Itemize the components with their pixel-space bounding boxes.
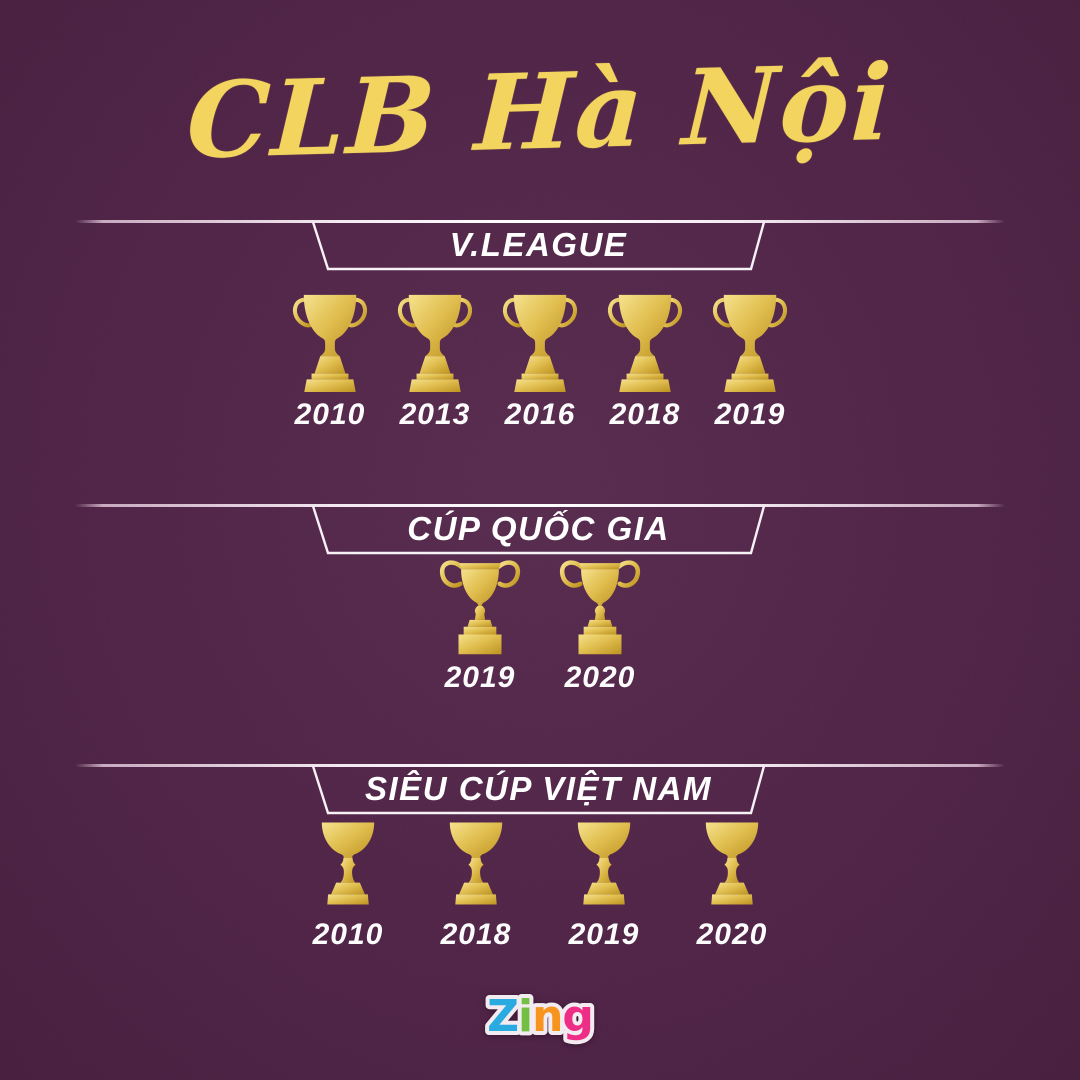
section-banner-outline (311, 765, 766, 815)
goblet-cup-icon (570, 820, 638, 913)
trophy-year-label: 2018 (609, 398, 681, 431)
trophy-item: 2019 (540, 820, 668, 952)
classic-cup-icon (606, 292, 684, 393)
trophy-year-label: 2019 (714, 398, 786, 431)
logo-letter: g (562, 991, 593, 1042)
section-header-cup-quoc-gia: CÚP QUỐC GIA (75, 504, 1005, 556)
goblet-cup-icon (314, 820, 382, 913)
zing-logo: Zing (0, 986, 1080, 1050)
section-title: V.LEAGUE (449, 226, 628, 263)
classic-cup-icon (396, 292, 474, 393)
section-banner-outline (311, 505, 766, 555)
ornate-cup-icon (557, 558, 643, 656)
divider-line (75, 764, 1005, 767)
logo-letter: n (532, 991, 562, 1042)
section-banner-outline (311, 221, 766, 271)
section-title: CÚP QUỐC GIA (407, 510, 670, 547)
divider-line (75, 220, 1005, 223)
classic-cup-icon (501, 292, 579, 393)
trophy-item: 2013 (383, 292, 488, 432)
trophy-year-label: 2010 (312, 918, 384, 951)
trophy-row-vleague: 2010 2013 2016 2018 2019 (0, 292, 1080, 432)
classic-cup-icon (291, 292, 369, 393)
trophy-row-sieu-cup: 2010 2018 2019 2020 (0, 820, 1080, 952)
trophy-year-label: 2019 (444, 661, 516, 694)
svg-text:Zing: Zing (487, 991, 593, 1042)
trophy-year-label: 2016 (504, 398, 576, 431)
ornate-cup-icon (437, 558, 523, 656)
trophy-item: 2016 (488, 292, 593, 432)
goblet-cup-icon (442, 820, 510, 913)
trophy-item: 2010 (278, 292, 383, 432)
logo-letter: i (518, 991, 532, 1042)
trophy-item: 2019 (420, 558, 540, 695)
zing-logo-icon: Zing (483, 987, 598, 1046)
trophy-item: 2020 (668, 820, 796, 952)
trophy-item: 2010 (284, 820, 412, 952)
trophy-item: 2018 (593, 292, 698, 432)
page-title: CLB Hà Nội (184, 40, 896, 183)
trophy-year-label: 2013 (399, 398, 471, 431)
trophy-item: 2018 (412, 820, 540, 952)
trophy-year-label: 2019 (568, 918, 640, 951)
trophy-row-cup-quoc-gia: 2019 2020 (0, 558, 1080, 695)
divider-line (75, 504, 1005, 507)
section-title: SIÊU CÚP VIỆT NAM (365, 770, 712, 807)
trophy-year-label: 2010 (294, 398, 366, 431)
classic-cup-icon (711, 292, 789, 393)
goblet-cup-icon (698, 820, 766, 913)
trophy-year-label: 2020 (564, 661, 636, 694)
trophy-item: 2020 (540, 558, 660, 695)
trophy-year-label: 2020 (696, 918, 768, 951)
section-header-vleague: V.LEAGUE (75, 220, 1005, 272)
logo-letter: Z (487, 991, 518, 1042)
trophy-year-label: 2018 (440, 918, 512, 951)
section-header-sieu-cup: SIÊU CÚP VIỆT NAM (75, 764, 1005, 816)
trophy-item: 2019 (698, 292, 803, 432)
